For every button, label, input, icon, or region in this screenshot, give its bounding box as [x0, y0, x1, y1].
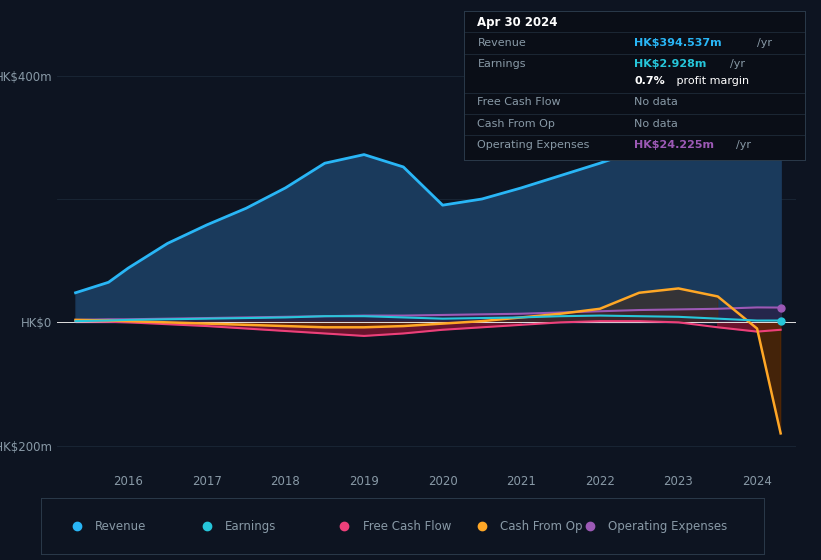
Text: Free Cash Flow: Free Cash Flow	[363, 520, 451, 533]
Text: Operating Expenses: Operating Expenses	[608, 520, 727, 533]
Text: Earnings: Earnings	[225, 520, 277, 533]
Text: /yr: /yr	[730, 59, 745, 69]
Text: Cash From Op: Cash From Op	[500, 520, 582, 533]
Text: Free Cash Flow: Free Cash Flow	[478, 97, 561, 108]
Text: HK$394.537m: HK$394.537m	[635, 38, 722, 48]
Text: No data: No data	[635, 97, 678, 108]
Text: 0.7%: 0.7%	[635, 76, 665, 86]
Text: Cash From Op: Cash From Op	[478, 119, 555, 129]
Text: profit margin: profit margin	[673, 76, 750, 86]
Text: HK$24.225m: HK$24.225m	[635, 140, 714, 150]
Text: /yr: /yr	[736, 140, 751, 150]
Text: Revenue: Revenue	[478, 38, 526, 48]
Text: Operating Expenses: Operating Expenses	[478, 140, 589, 150]
Text: Earnings: Earnings	[478, 59, 526, 69]
Text: Revenue: Revenue	[95, 520, 147, 533]
Text: No data: No data	[635, 119, 678, 129]
Text: HK$2.928m: HK$2.928m	[635, 59, 707, 69]
Text: Apr 30 2024: Apr 30 2024	[478, 16, 558, 29]
Text: /yr: /yr	[757, 38, 772, 48]
